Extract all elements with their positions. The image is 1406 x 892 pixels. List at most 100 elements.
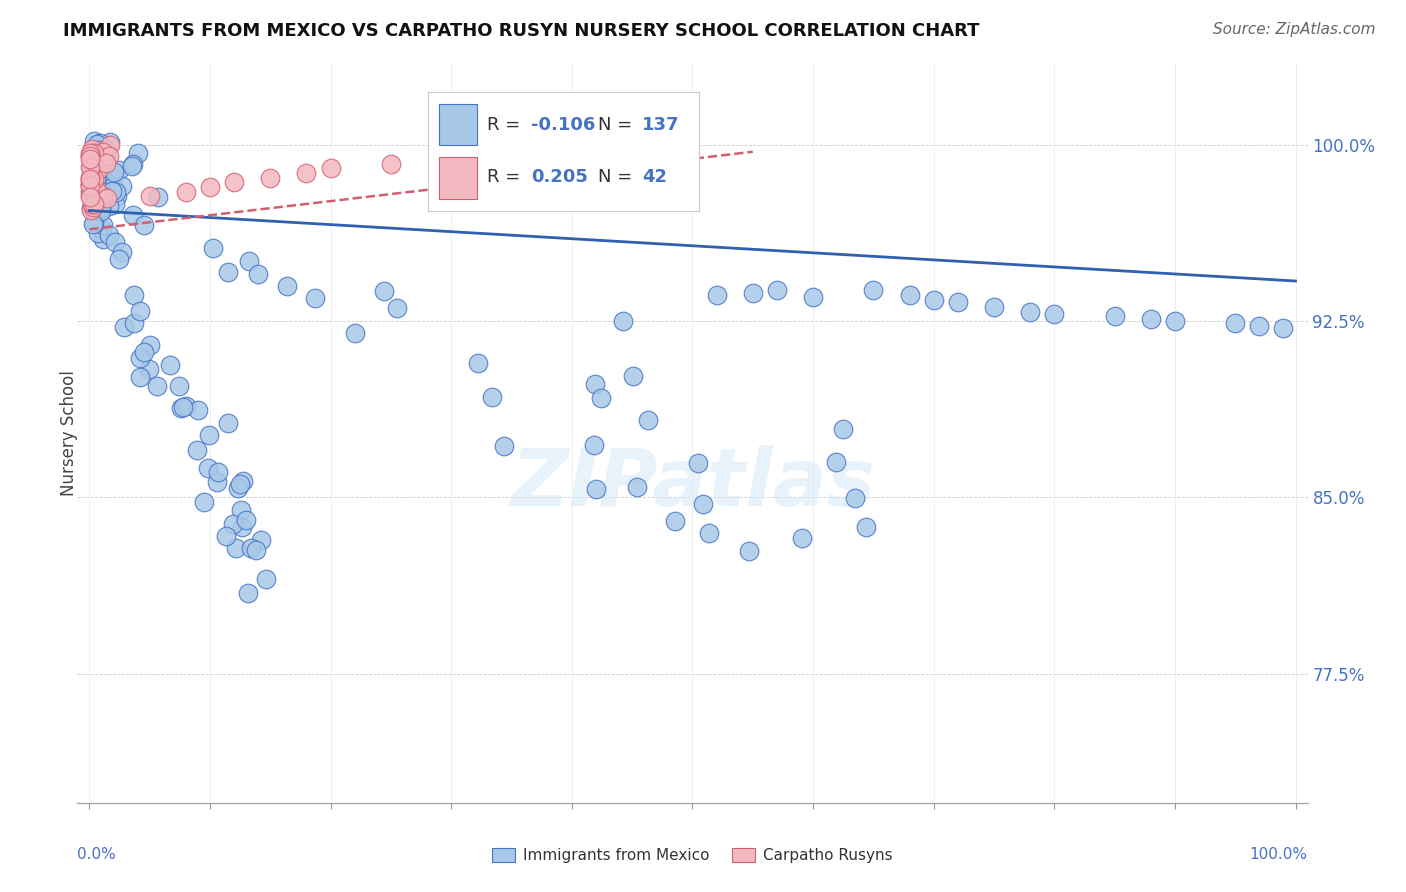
Point	[83, 215, 105, 229]
Point	[94, 142, 117, 156]
Point	[122, 208, 145, 222]
Point	[84, 178, 107, 193]
Point	[80, 168, 103, 182]
Point	[89, 168, 111, 182]
Point	[186, 443, 208, 458]
Point	[84, 171, 107, 186]
Point	[205, 475, 228, 489]
Point	[492, 440, 515, 454]
Point	[202, 240, 225, 254]
Point	[97, 227, 120, 242]
Point	[855, 520, 877, 534]
Point	[79, 149, 101, 163]
Point	[84, 163, 107, 178]
Point	[86, 151, 108, 165]
Point	[198, 180, 221, 194]
Point	[169, 379, 191, 393]
Point	[238, 254, 260, 268]
Point	[80, 160, 103, 174]
Point	[741, 285, 763, 300]
Point	[79, 146, 101, 161]
Point	[129, 304, 152, 318]
Text: 100.0%: 100.0%	[1250, 847, 1308, 863]
Point	[946, 295, 969, 310]
Point	[1104, 310, 1126, 324]
Point	[91, 189, 114, 203]
Point	[259, 170, 281, 185]
Point	[90, 153, 112, 168]
Point	[1019, 304, 1042, 318]
Point	[98, 199, 121, 213]
Point	[91, 145, 114, 159]
Point	[79, 201, 101, 215]
Point	[93, 231, 115, 245]
Point	[90, 161, 112, 176]
Point	[80, 183, 103, 197]
Point	[80, 189, 103, 203]
Point	[373, 284, 395, 298]
Text: IMMIGRANTS FROM MEXICO VS CARPATHO RUSYN NURSERY SCHOOL CORRELATION CHART: IMMIGRANTS FROM MEXICO VS CARPATHO RUSYN…	[63, 22, 980, 40]
Point	[104, 185, 127, 199]
Point	[825, 455, 848, 469]
Point	[91, 222, 114, 236]
Point	[94, 156, 117, 170]
Y-axis label: Nursery School: Nursery School	[60, 369, 77, 496]
Point	[766, 284, 789, 298]
Point	[84, 153, 107, 167]
Point	[79, 178, 101, 192]
Point	[101, 178, 124, 193]
Point	[122, 316, 145, 330]
Point	[207, 465, 229, 479]
Point	[585, 483, 607, 497]
Point	[82, 200, 104, 214]
Point	[686, 456, 709, 470]
Point	[159, 358, 181, 372]
Point	[174, 400, 197, 414]
Point	[582, 438, 605, 452]
Point	[706, 288, 728, 302]
Point	[235, 513, 257, 527]
Point	[561, 142, 583, 156]
Point	[844, 491, 866, 506]
Point	[1164, 314, 1187, 328]
Point	[129, 370, 152, 384]
Point	[440, 152, 463, 166]
Point	[240, 541, 263, 556]
Point	[387, 301, 409, 315]
Point	[87, 163, 110, 178]
Point	[1043, 307, 1066, 321]
Point	[246, 268, 269, 282]
Point	[87, 227, 110, 241]
Point	[129, 351, 152, 365]
Point	[90, 202, 112, 216]
Point	[589, 391, 612, 405]
Point	[86, 136, 108, 151]
Point	[295, 166, 318, 180]
Point	[79, 187, 101, 202]
Point	[304, 291, 326, 305]
Text: 0.0%: 0.0%	[77, 847, 117, 863]
Point	[621, 368, 644, 383]
Legend: Immigrants from Mexico, Carpatho Rusyns: Immigrants from Mexico, Carpatho Rusyns	[486, 842, 898, 869]
Point	[79, 170, 101, 185]
Point	[79, 189, 101, 203]
Point	[621, 137, 644, 152]
Point	[134, 344, 156, 359]
Point	[187, 403, 209, 417]
Point	[225, 541, 247, 556]
Point	[217, 264, 239, 278]
Point	[83, 146, 105, 161]
Point	[229, 477, 252, 491]
Point	[276, 278, 298, 293]
Point	[96, 191, 118, 205]
Point	[89, 136, 111, 151]
Point	[127, 145, 149, 160]
Point	[738, 544, 761, 558]
Point	[229, 503, 252, 517]
Point	[983, 300, 1005, 314]
Point	[228, 481, 250, 495]
Point	[111, 178, 134, 193]
Point	[174, 185, 197, 199]
Point	[80, 197, 103, 211]
Point	[922, 293, 945, 307]
